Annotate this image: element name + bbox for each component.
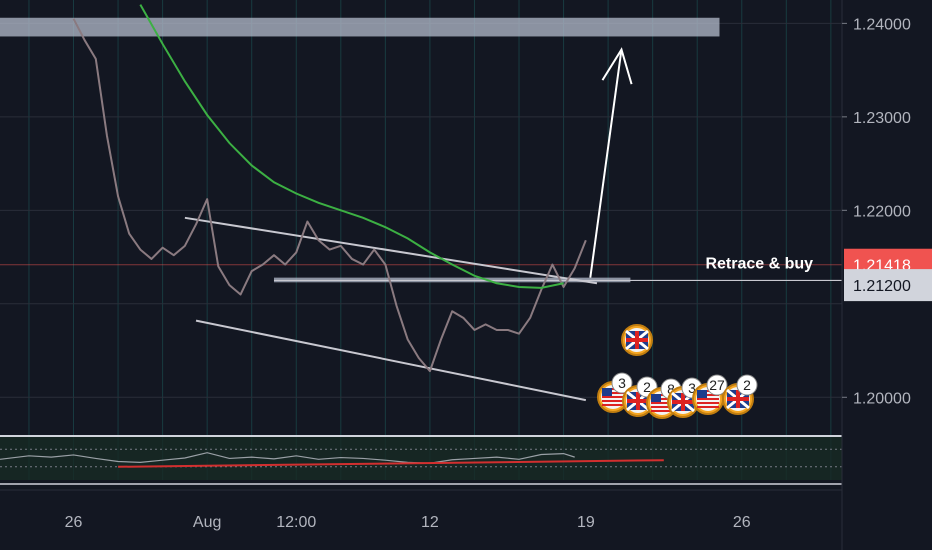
event-count: 3 xyxy=(618,375,626,391)
us-flag-stripe xyxy=(602,392,624,394)
rsi-line xyxy=(0,452,575,464)
event-count: 2 xyxy=(743,377,751,393)
economic-events-layer[interactable]: 3 2 8 3 27 2 xyxy=(597,324,758,419)
event-us-flag-5[interactable]: 27 xyxy=(692,374,728,415)
event-uk-flag-2[interactable]: 2 xyxy=(622,376,658,417)
price-axis-tick-label: 1.20000 xyxy=(853,390,911,407)
uk-flag-cross xyxy=(636,392,640,410)
rsi-divergence-line[interactable] xyxy=(118,459,664,468)
us-flag-stripe xyxy=(697,390,719,392)
moving-average-line xyxy=(139,4,564,289)
annotation-text[interactable]: Retrace & buy xyxy=(705,255,813,272)
price-axis-tick-label: 1.24000 xyxy=(853,16,911,33)
time-axis-tick-label: 19 xyxy=(577,514,595,531)
price-axis-tick-label: 1.22000 xyxy=(853,203,911,220)
us-flag-stripe xyxy=(651,402,673,404)
us-flag-stripe xyxy=(697,406,719,408)
us-flag-icon xyxy=(697,390,707,398)
event-count: 3 xyxy=(688,380,696,396)
moving-average-layer xyxy=(139,4,564,289)
level-price-label: 1.21200 xyxy=(853,278,911,295)
rsi-pane xyxy=(0,435,842,485)
us-flag-stripe xyxy=(697,402,719,404)
us-flag-icon xyxy=(602,388,612,396)
us-flag-stripe xyxy=(651,410,673,412)
event-count: 27 xyxy=(709,377,725,393)
event-count-badge xyxy=(736,374,758,396)
us-flag-stripe xyxy=(602,388,624,390)
us-flag-icon xyxy=(651,394,661,402)
price-series-layer xyxy=(72,18,587,373)
us-flag-stripe xyxy=(697,398,719,400)
channel-upper-trendline[interactable] xyxy=(184,216,598,285)
arrow-layer xyxy=(589,47,633,278)
us-flag-stripe xyxy=(651,406,673,408)
us-flag-stripe xyxy=(697,394,719,396)
time-axis-tick-label: 12 xyxy=(421,514,439,531)
event-count: 2 xyxy=(643,379,651,395)
annotations-layer: Retrace & buy xyxy=(705,255,813,272)
price-lines-layer xyxy=(0,264,842,282)
us-flag-stripe xyxy=(602,404,624,406)
us-flag-stripe xyxy=(602,396,624,398)
time-axis-tick-label: 26 xyxy=(65,514,83,531)
uk-flag-cross xyxy=(635,331,639,349)
time-axis-tick-label: 26 xyxy=(733,514,751,531)
level-price-label-bg xyxy=(844,269,932,302)
event-count: 8 xyxy=(667,381,675,397)
time-axis-tick-label: 12:00 xyxy=(276,514,316,531)
event-uk-flag-0[interactable] xyxy=(621,324,653,356)
channel-layer xyxy=(184,216,598,402)
event-count-badge xyxy=(611,372,633,394)
uk-flag-cross xyxy=(736,390,740,408)
price-axis-tick-label: 1.23000 xyxy=(853,110,911,127)
event-us-flag-1[interactable]: 3 xyxy=(597,372,633,413)
event-count-badge xyxy=(706,374,728,396)
rsi-background xyxy=(0,436,842,480)
price-axis[interactable]: 1.240001.230001.220001.200001.214181.212… xyxy=(841,0,932,550)
event-uk-flag-6[interactable]: 2 xyxy=(722,374,758,415)
us-flag-stripe xyxy=(651,394,673,396)
uk-flag-cross xyxy=(681,393,685,411)
time-axis-tick-label: Aug xyxy=(193,514,221,531)
time-axis[interactable]: 26 Aug 12:00 12 19 26 xyxy=(0,489,842,531)
price-series-line xyxy=(72,18,587,373)
projection-arrow-head[interactable] xyxy=(601,47,633,85)
us-flag-stripe xyxy=(602,400,624,402)
zone-resistance[interactable] xyxy=(0,17,720,37)
channel-lower-trendline[interactable] xyxy=(195,319,587,402)
us-flag-stripe xyxy=(651,398,673,400)
projection-arrow-shaft[interactable] xyxy=(589,49,623,278)
